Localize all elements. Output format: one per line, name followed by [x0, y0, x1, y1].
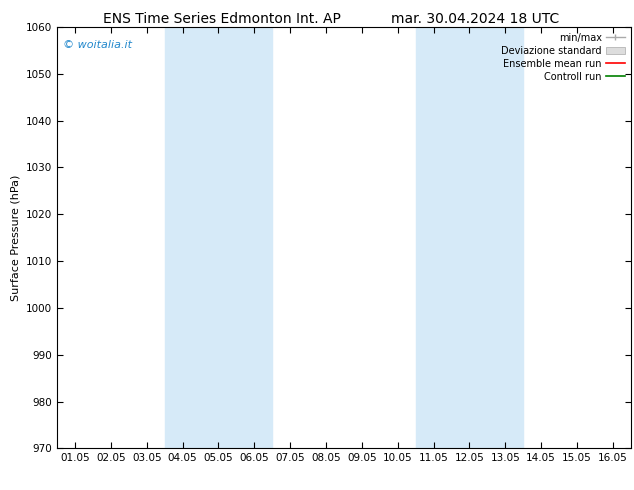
Title: ENS Time Series Edmonton Int. AP      mar. 30.04.2024 18 UTC: ENS Time Series Edmonton Int. AP mar. 30…	[0, 489, 1, 490]
Text: ENS Time Series Edmonton Int. AP: ENS Time Series Edmonton Int. AP	[103, 12, 341, 26]
Legend: min/max, Deviazione standard, Ensemble mean run, Controll run: min/max, Deviazione standard, Ensemble m…	[497, 29, 629, 85]
Y-axis label: Surface Pressure (hPa): Surface Pressure (hPa)	[10, 174, 20, 301]
Text: © woitalia.it: © woitalia.it	[63, 40, 132, 49]
Bar	[165, 27, 272, 448]
Text: mar. 30.04.2024 18 UTC: mar. 30.04.2024 18 UTC	[391, 12, 560, 26]
Bar	[416, 27, 523, 448]
